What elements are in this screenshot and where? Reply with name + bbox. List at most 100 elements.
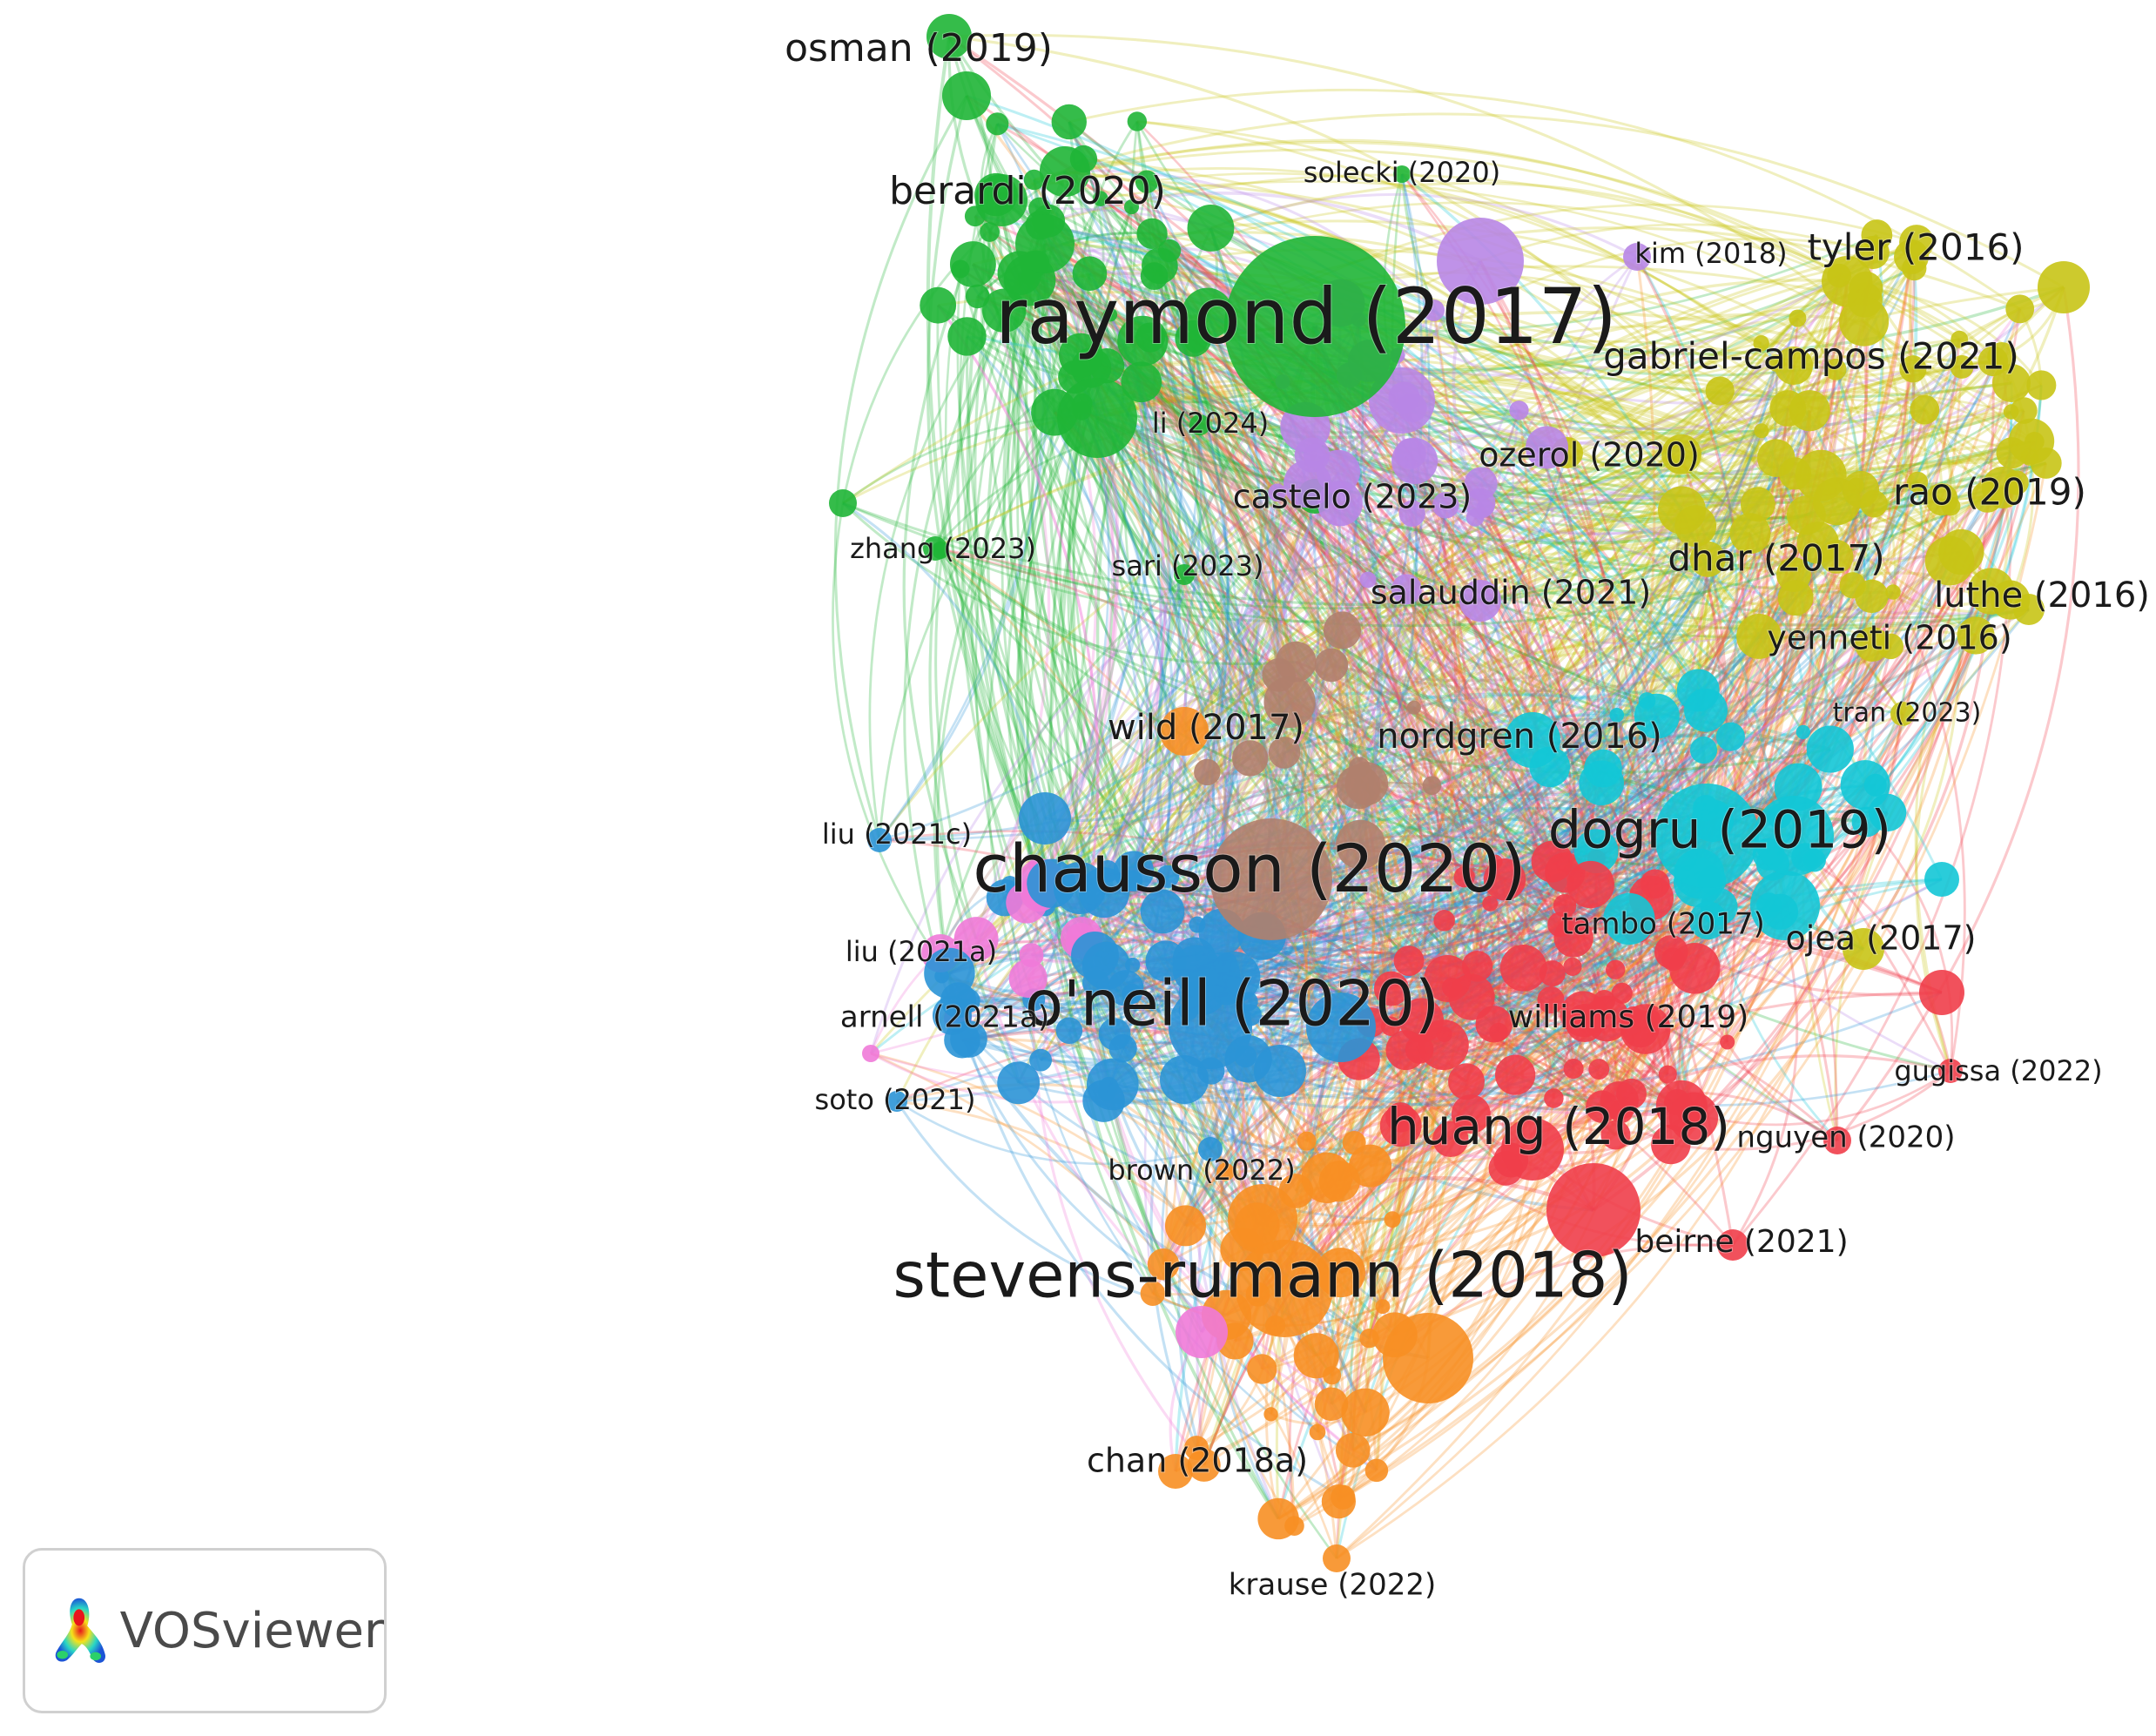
- node-bubble: [1753, 335, 1769, 352]
- link-edge: [1393, 280, 1849, 1336]
- link-edge: [1367, 274, 1841, 582]
- link-edge: [1532, 1054, 1951, 1151]
- node-bubble: [1894, 239, 1929, 274]
- node-label: berardi (2020): [889, 169, 1166, 213]
- node-bubble: [1375, 1299, 1391, 1315]
- link-edge: [1619, 1091, 1838, 1142]
- node-bubble: [1391, 437, 1438, 484]
- link-edge: [1028, 279, 1291, 703]
- link-edge: [1049, 446, 1548, 885]
- node-bubble: [1187, 205, 1235, 252]
- link-edge: [988, 231, 1877, 333]
- link-edge: [1693, 967, 1838, 1142]
- link-edge: [1201, 252, 1875, 1334]
- node-bubble: [2038, 261, 2090, 313]
- link-edge: [1087, 424, 1202, 1265]
- node-bubble: [1263, 676, 1316, 729]
- link-edge: [1039, 225, 1115, 884]
- link-edge: [1460, 765, 1552, 1114]
- link-edge: [1106, 364, 1952, 1072]
- node-bubble: [1560, 991, 1607, 1038]
- link-edge: [1044, 902, 1622, 1113]
- node-bubble: [1379, 1105, 1422, 1147]
- link-edge: [1050, 495, 1317, 885]
- link-edge: [1064, 169, 1435, 312]
- link-edge: [1351, 1022, 1587, 1451]
- link-edge: [1279, 1067, 1600, 1107]
- node-label: gugissa (2022): [1894, 1054, 2102, 1087]
- link-edge: [1027, 978, 1366, 1414]
- link-edge: [1474, 516, 1800, 788]
- link-edge: [934, 411, 1796, 550]
- node-bubble: [947, 317, 987, 356]
- link-edge: [1484, 396, 1925, 509]
- node-bubble: [1054, 862, 1106, 914]
- link-edge: [973, 231, 1789, 410]
- link-edge: [1548, 541, 1819, 768]
- node-bubble: [1189, 414, 1210, 435]
- node-bubble: [953, 917, 999, 961]
- link-edge: [1463, 875, 1596, 1211]
- link-edge: [1385, 461, 1500, 1033]
- link-edge: [1348, 374, 1951, 1073]
- link-edge: [1026, 274, 1841, 905]
- node-bubble: [1314, 648, 1349, 683]
- node-bubble: [1483, 858, 1526, 901]
- link-edge: [1068, 121, 1672, 1146]
- node-bubble: [1453, 866, 1475, 888]
- link-edge: [995, 193, 1195, 340]
- link-edge: [1054, 380, 2030, 611]
- link-edge: [1039, 192, 1481, 263]
- link-edge: [1670, 1069, 1951, 1151]
- node-bubble: [1283, 460, 1332, 508]
- node-bubble: [1950, 355, 1974, 379]
- node-bubble: [1268, 737, 1301, 769]
- node-label: raymond (2017): [995, 272, 1617, 361]
- link-edge: [1104, 757, 1251, 966]
- link-edge: [1794, 275, 1867, 786]
- node-label: solecki (2020): [1304, 156, 1500, 189]
- node-bubble: [1600, 1080, 1639, 1120]
- link-edge: [1261, 934, 1448, 985]
- link-edge: [1082, 158, 1695, 1118]
- link-edge: [1053, 411, 1951, 1073]
- node-label: dhar (2017): [1668, 537, 1884, 580]
- link-edge: [1071, 403, 1252, 1016]
- link-edge: [1602, 481, 1919, 770]
- node-label: beirne (2021): [1634, 1224, 1848, 1260]
- link-edge: [1184, 1058, 1360, 1227]
- node-bubble: [1757, 439, 1796, 478]
- link-edge: [1224, 310, 1454, 1173]
- node-bubble: [1057, 378, 1137, 458]
- node-bubble: [1147, 1248, 1180, 1281]
- link-edge: [896, 267, 1916, 1103]
- link-edge: [1030, 208, 1119, 956]
- link-edge: [1306, 313, 1864, 485]
- node-bubble: [1957, 616, 1995, 655]
- node-bubble: [1654, 784, 1759, 888]
- link-edge: [1360, 366, 1964, 846]
- link-edge: [1633, 811, 1889, 1017]
- link-edge: [952, 715, 1659, 1017]
- node-bubble: [1398, 500, 1425, 528]
- link-edge: [1412, 351, 1925, 411]
- link-edge: [903, 243, 1047, 977]
- link-edge: [1834, 609, 2031, 1141]
- link-edge: [1040, 429, 1762, 884]
- link-edge: [1183, 387, 1721, 575]
- node-bubble: [1588, 1059, 1610, 1080]
- node-bubble: [923, 536, 947, 561]
- link-edge: [1489, 872, 1770, 907]
- link-edge: [1099, 198, 1618, 717]
- link-edge: [1033, 263, 2047, 499]
- link-edge: [1595, 473, 1796, 860]
- link-edge: [936, 304, 1100, 939]
- link-edge: [1744, 430, 1804, 733]
- node-label: luthe (2016): [1934, 575, 2150, 616]
- node-bubble: [1499, 944, 1547, 992]
- link-edge: [1202, 558, 1709, 993]
- link-edge: [1209, 181, 1867, 290]
- link-edge: [1339, 786, 1800, 1275]
- link-edge: [1044, 242, 1892, 648]
